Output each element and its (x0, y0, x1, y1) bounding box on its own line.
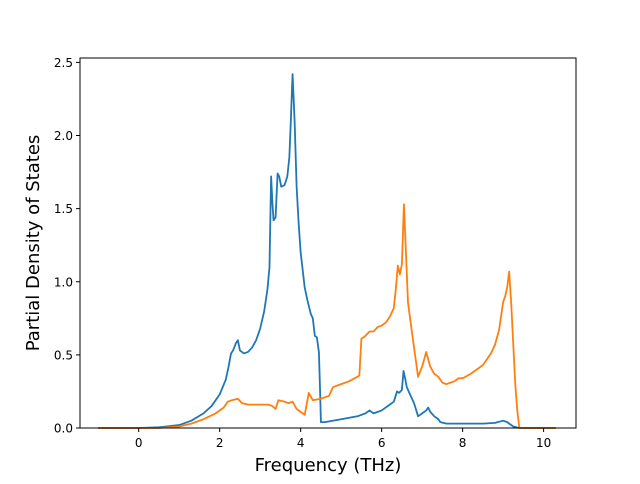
series-line-1 (98, 73, 556, 429)
x-tick-label: 4 (297, 436, 305, 450)
y-axis-label: Partial Density of States (23, 135, 44, 352)
y-tick-label: 1.0 (54, 275, 73, 289)
y-tick-label: 0.0 (54, 422, 73, 436)
y-tick-label: 1.5 (54, 202, 73, 216)
x-axis-label: Frequency (THz) (255, 455, 402, 476)
plot-frame (79, 57, 577, 429)
series-layer (98, 73, 556, 429)
x-tick-label: 10 (536, 436, 551, 450)
y-tick-label: 2.0 (54, 129, 73, 143)
y-axis-ticks: 0.0 0.5 1.0 1.5 2.0 2.5 (54, 56, 80, 436)
x-axis-ticks: 0 2 4 6 8 10 (135, 428, 551, 450)
y-tick-label: 0.5 (54, 348, 73, 362)
x-tick-label: 2 (216, 436, 224, 450)
x-tick-label: 8 (459, 436, 467, 450)
y-tick-label: 2.5 (54, 56, 73, 70)
x-tick-label: 0 (135, 436, 143, 450)
x-tick-label: 6 (378, 436, 386, 450)
series-line-2 (98, 203, 556, 429)
